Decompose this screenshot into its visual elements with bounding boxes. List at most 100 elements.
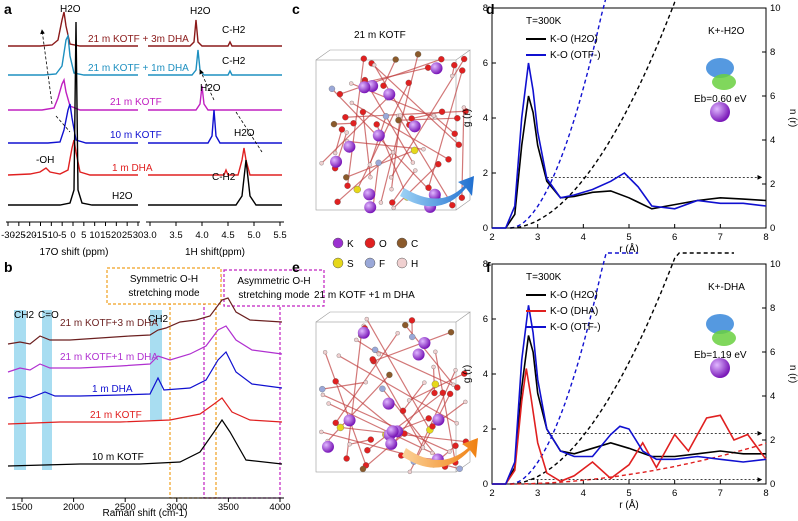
atom [395,331,400,336]
panel-c-letter: c [292,1,300,17]
atom [452,442,459,449]
atom [447,449,452,454]
structure-21m-kotf [315,49,471,214]
tick-label: 3 [535,488,540,499]
raman-trace-3mdha [7,297,283,345]
nmr-trace-1mdha-left [7,139,138,176]
label-1mdha-b: 1 m DHA [112,163,153,174]
atom [395,117,402,124]
potassium-atom [382,397,395,410]
bond [397,115,453,206]
raman-trace-10m [7,418,283,467]
tick-label: 2 [489,232,494,243]
atom [425,415,432,422]
atom [407,469,412,475]
n-r-curve [510,252,734,485]
rdf-temp: T=300K [526,272,562,283]
box2-line1: Asymmetric O-H [237,276,310,287]
atom [388,175,394,180]
legend-label: K-O (DHA) [550,306,598,317]
atom [421,147,426,152]
bond [322,381,366,390]
band-ch2-b: CH2 [148,314,168,325]
atom [367,436,374,443]
atom [455,141,462,148]
tick-label: 4 [770,135,775,146]
n-r-curve [510,252,639,485]
atom [367,162,372,167]
band-co: C=O [38,310,59,321]
tick-label: 7 [718,488,723,499]
raman-label-1mdha-b: 1 m DHA [92,384,133,395]
tick-label: 4 [770,391,775,402]
atom [461,105,466,110]
raman-label-10m: 10 m KOTF [92,452,144,463]
tick-label: 10 [770,259,781,270]
n-r-curve [510,0,678,229]
tick-label: 8 [483,3,488,14]
orbital-blue [706,314,734,334]
potassium-atom [364,201,377,214]
tick-label: 4 [581,232,586,243]
label-ch2-low: C-H2 [212,172,236,183]
atom [320,392,326,398]
atom [461,370,468,377]
atom [379,385,386,392]
atom [350,120,357,127]
rdf-ylabel-left: g (r) [462,365,473,383]
nmr-trace-3mdha-right [148,19,282,47]
bond [333,122,354,125]
label-10m: 10 m KOTF [110,130,162,141]
tick-label: 8 [763,232,768,243]
atom [372,62,377,68]
atom [369,356,376,363]
label-h2o-right-top: H2O [190,6,211,17]
rdf-temp: T=300K [526,16,562,27]
atom [454,384,461,391]
atom [410,146,419,155]
bond [372,359,424,448]
legend-atom-label: O [379,239,387,250]
legend-atom-H [396,257,408,269]
panel-a-right-xlabel: 1H shift(ppm) [185,247,245,258]
bond [432,366,436,393]
rdf-series-1 [492,368,767,485]
atom [392,56,399,63]
atom [380,82,387,89]
orbital-green [712,330,736,346]
atom [410,160,415,165]
tick-label: -10 [44,230,58,241]
atom [463,399,468,405]
bond [382,59,397,86]
raman-trace-21m [7,397,283,425]
orbital-blue [706,58,734,78]
atom [368,175,373,180]
potassium-atom [430,62,443,75]
atom [354,337,359,343]
atom [398,113,403,118]
bond [321,97,388,164]
bond [362,433,405,470]
tick-label: 5 [626,232,631,243]
bond [345,110,466,118]
nmr-trace-10m-right [148,109,282,144]
label-h2o-r3: H2O [200,83,221,94]
atom [435,161,442,168]
label-21m: 21 m KOTF [110,97,162,108]
atom [408,317,416,324]
panel-e-title: 21 m KOTF +1 m DHA [314,290,415,301]
legend-atom-F [364,257,376,269]
bond [338,355,458,424]
atom [364,447,371,454]
legend-atom-label: S [347,259,354,270]
panel-e-letter: e [292,259,300,275]
tick-label: 5.0 [247,230,260,241]
panel-b-raman: Symmetric O-H stretching mode Asymmetric… [6,267,325,519]
atom [431,364,436,370]
atom [409,333,416,341]
tick-label: 0 [770,223,775,234]
panel-d-letter: d [486,1,495,17]
tick-label: 3.0 [143,230,156,241]
tick-label: -15 [34,230,48,241]
